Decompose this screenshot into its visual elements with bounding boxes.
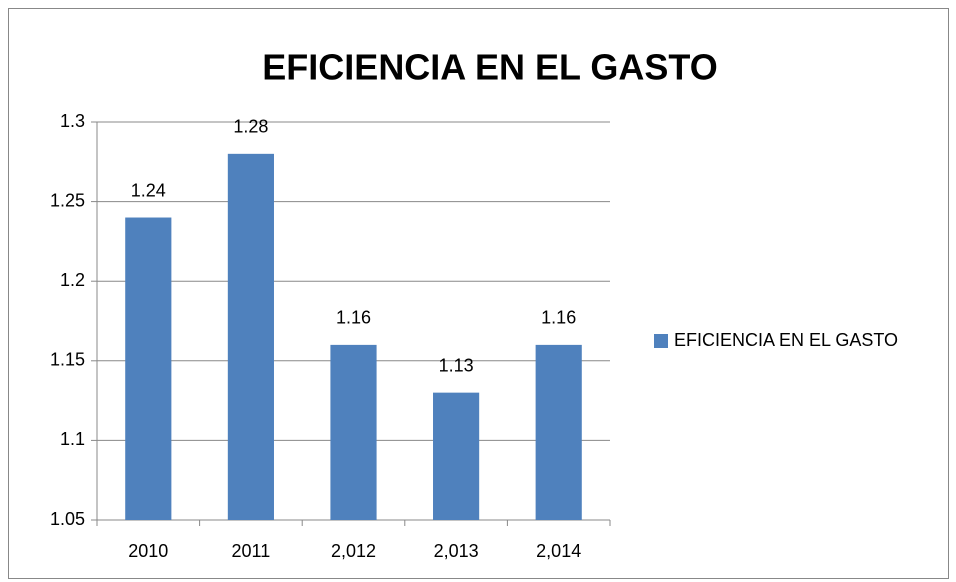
x-tick-label: 2011 xyxy=(232,541,271,561)
y-tick-label: 1.15 xyxy=(50,350,85,370)
x-tick-label: 2010 xyxy=(128,541,168,561)
data-label: 1.28 xyxy=(233,117,268,137)
bar xyxy=(433,392,480,520)
y-tick-label: 1.25 xyxy=(50,190,85,210)
data-label: 1.16 xyxy=(336,308,371,328)
x-tick-label: 2,014 xyxy=(536,541,581,561)
bar xyxy=(125,217,172,520)
data-label: 1.24 xyxy=(131,180,166,200)
bar xyxy=(330,344,377,520)
chart-title: EFICIENCIA EN EL GASTO xyxy=(262,47,717,88)
y-tick-label: 1.05 xyxy=(50,509,85,529)
legend-label: EFICIENCIA EN EL GASTO xyxy=(674,330,898,350)
y-tick-label: 1.1 xyxy=(60,429,85,449)
x-tick-label: 2,012 xyxy=(331,541,376,561)
data-label: 1.13 xyxy=(439,355,474,375)
x-tick-label: 2,013 xyxy=(434,541,479,561)
y-tick-label: 1.3 xyxy=(60,111,85,131)
bar xyxy=(535,344,582,520)
bar xyxy=(227,153,274,520)
y-tick-label: 1.2 xyxy=(60,270,85,290)
legend-swatch xyxy=(654,334,668,348)
data-label: 1.16 xyxy=(541,308,576,328)
